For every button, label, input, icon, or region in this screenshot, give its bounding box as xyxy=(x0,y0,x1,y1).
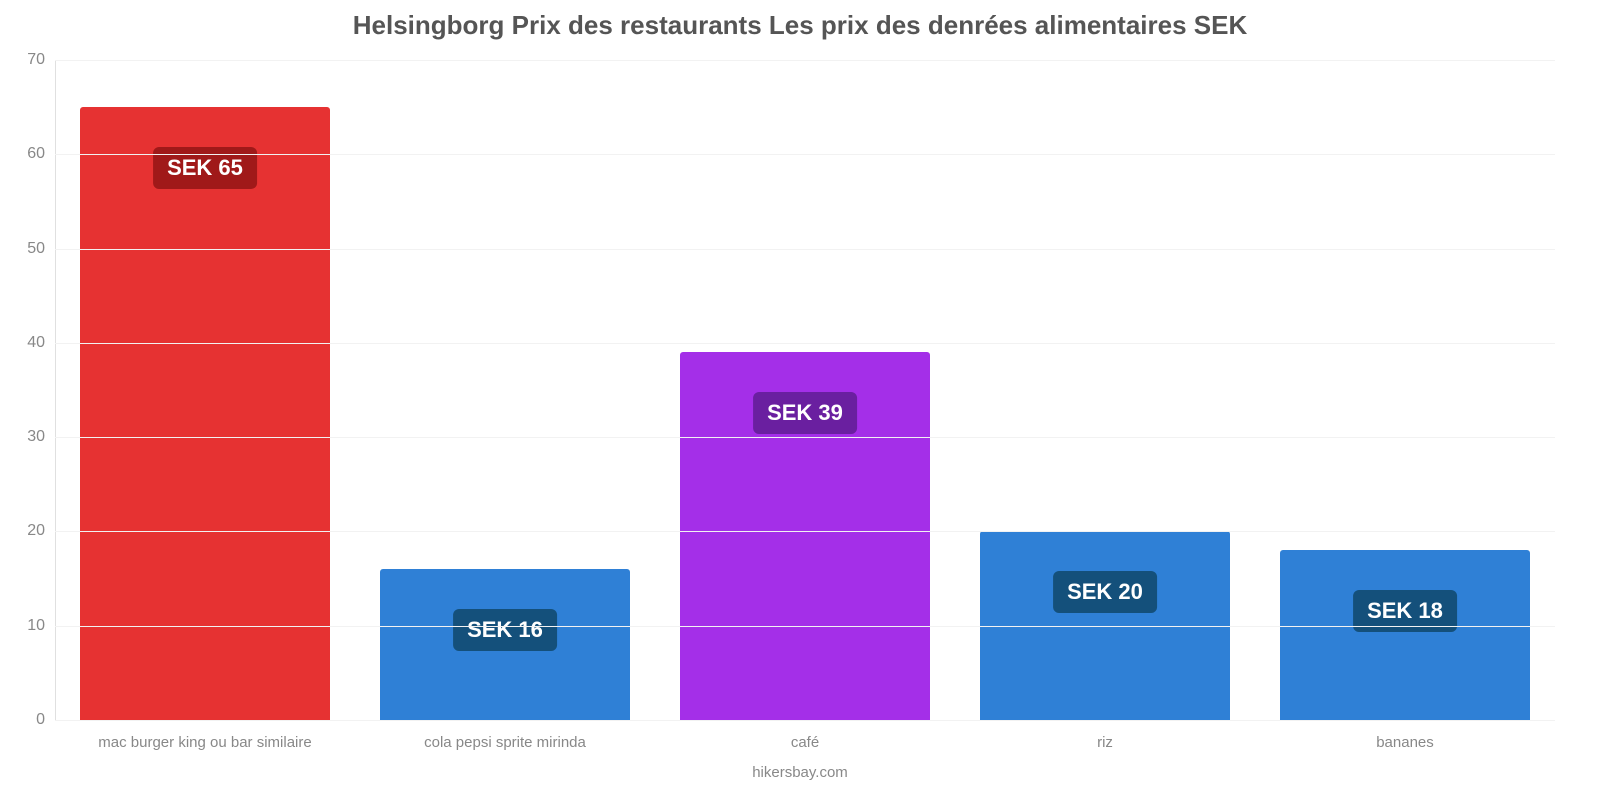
x-axis-labels: mac burger king ou bar similairecola pep… xyxy=(55,734,1555,751)
bar: SEK 18 xyxy=(1280,550,1530,720)
bar: SEK 39 xyxy=(680,352,930,720)
bar-slot: SEK 16 xyxy=(355,60,655,720)
bar: SEK 65 xyxy=(80,107,330,720)
y-tick-label: 50 xyxy=(27,240,45,258)
x-axis-label: riz xyxy=(955,734,1255,751)
chart-footer: hikersbay.com xyxy=(0,764,1600,781)
chart-container: Helsingborg Prix des restaurants Les pri… xyxy=(0,0,1600,800)
y-tick-label: 40 xyxy=(27,334,45,352)
bar-slot: SEK 18 xyxy=(1255,60,1555,720)
y-tick-label: 0 xyxy=(36,711,45,729)
grid-line xyxy=(55,249,1555,250)
x-axis-label: cola pepsi sprite mirinda xyxy=(355,734,655,751)
bar-value-label: SEK 20 xyxy=(1053,571,1157,613)
chart-title: Helsingborg Prix des restaurants Les pri… xyxy=(0,10,1600,41)
y-tick-label: 30 xyxy=(27,428,45,446)
bar-slot: SEK 39 xyxy=(655,60,955,720)
y-tick-label: 10 xyxy=(27,617,45,635)
x-axis-label: café xyxy=(655,734,955,751)
y-tick-label: 60 xyxy=(27,145,45,163)
grid-line xyxy=(55,531,1555,532)
x-axis-label: mac burger king ou bar similaire xyxy=(55,734,355,751)
bar-value-label: SEK 39 xyxy=(753,392,857,434)
bar: SEK 16 xyxy=(380,569,630,720)
bars-group: SEK 65 SEK 16 SEK 39 SEK 20 SEK 18 xyxy=(55,60,1555,720)
y-tick-label: 20 xyxy=(27,522,45,540)
bar-slot: SEK 65 xyxy=(55,60,355,720)
grid-line xyxy=(55,437,1555,438)
grid-line xyxy=(55,626,1555,627)
x-axis-label: bananes xyxy=(1255,734,1555,751)
bar-slot: SEK 20 xyxy=(955,60,1255,720)
grid-line xyxy=(55,60,1555,61)
plot-area: SEK 65SEK 16SEK 39SEK 20SEK 18 010203040… xyxy=(55,60,1555,720)
y-tick-label: 70 xyxy=(27,51,45,69)
grid-line xyxy=(55,154,1555,155)
grid-line xyxy=(55,720,1555,721)
grid-line xyxy=(55,343,1555,344)
bar-value-label: SEK 16 xyxy=(453,609,557,651)
